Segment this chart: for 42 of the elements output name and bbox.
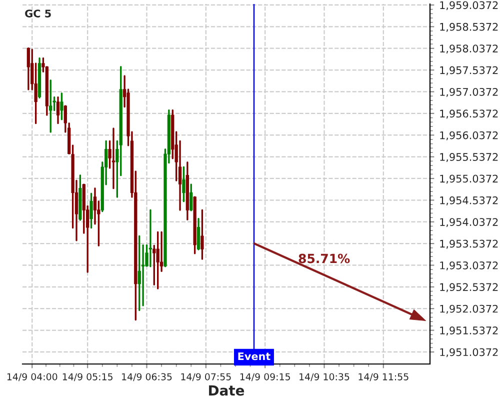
y-tick-label: 1,959.0372 [440, 1, 498, 10]
x-tick-label: 14/9 04:00 [7, 373, 58, 382]
x-tick-label: 14/9 07:55 [181, 373, 231, 382]
candlestick [182, 166, 186, 202]
y-tick-label: 1,954.0372 [440, 218, 498, 228]
y-tick-label: 1,955.0372 [440, 174, 498, 184]
candlestick [90, 192, 93, 229]
y-tick-label: 1,953.0372 [440, 261, 498, 270]
y-tick-label: 1,957.5372 [440, 66, 498, 76]
candlestick [112, 128, 116, 190]
x-tick-label: 14/9 09:15 [240, 373, 290, 382]
x-axis-title: Date [209, 385, 244, 396]
y-tick-label: 1,952.5372 [440, 283, 498, 292]
annotation: 85.71% [298, 254, 350, 264]
y-tick-label: 1,958.5372 [440, 22, 498, 32]
y-tick-label: 1,958.0372 [440, 44, 498, 54]
y-tick-label: 1,956.5372 [440, 110, 498, 119]
x-tick-label: 14/9 05:15 [62, 373, 112, 382]
chart-title: GC 5 [25, 10, 51, 18]
candlestick [196, 218, 200, 250]
x-tick-label: 14/9 10:35 [300, 373, 350, 382]
candlestick [49, 80, 52, 133]
candlestick [148, 209, 152, 268]
candlestick [138, 235, 141, 312]
candlestick [152, 244, 156, 286]
y-tick-label: 1,951.5372 [440, 326, 498, 336]
ref-line-label: Event [238, 352, 270, 360]
x-tick-label: 14/9 11:55 [358, 373, 408, 382]
candlestick [190, 184, 193, 212]
candlestick [156, 231, 160, 290]
candlestick [56, 96, 60, 124]
candlestick [26, 47, 30, 90]
y-tick-label: 1,954.5372 [440, 196, 498, 206]
y-tick-label: 1,953.5372 [440, 240, 498, 249]
y-tick-label: 1,952.0372 [440, 304, 498, 314]
y-tick-label: 1,951.0372 [440, 348, 498, 358]
candlestick [200, 209, 204, 260]
y-tick-label: 1,956.0372 [440, 131, 498, 140]
y-tick-label: 1,955.5372 [440, 153, 498, 162]
y-tick-label: 1,957.0372 [440, 88, 498, 97]
candlestick [60, 92, 64, 120]
x-tick-label: 14/9 06:35 [122, 373, 172, 382]
